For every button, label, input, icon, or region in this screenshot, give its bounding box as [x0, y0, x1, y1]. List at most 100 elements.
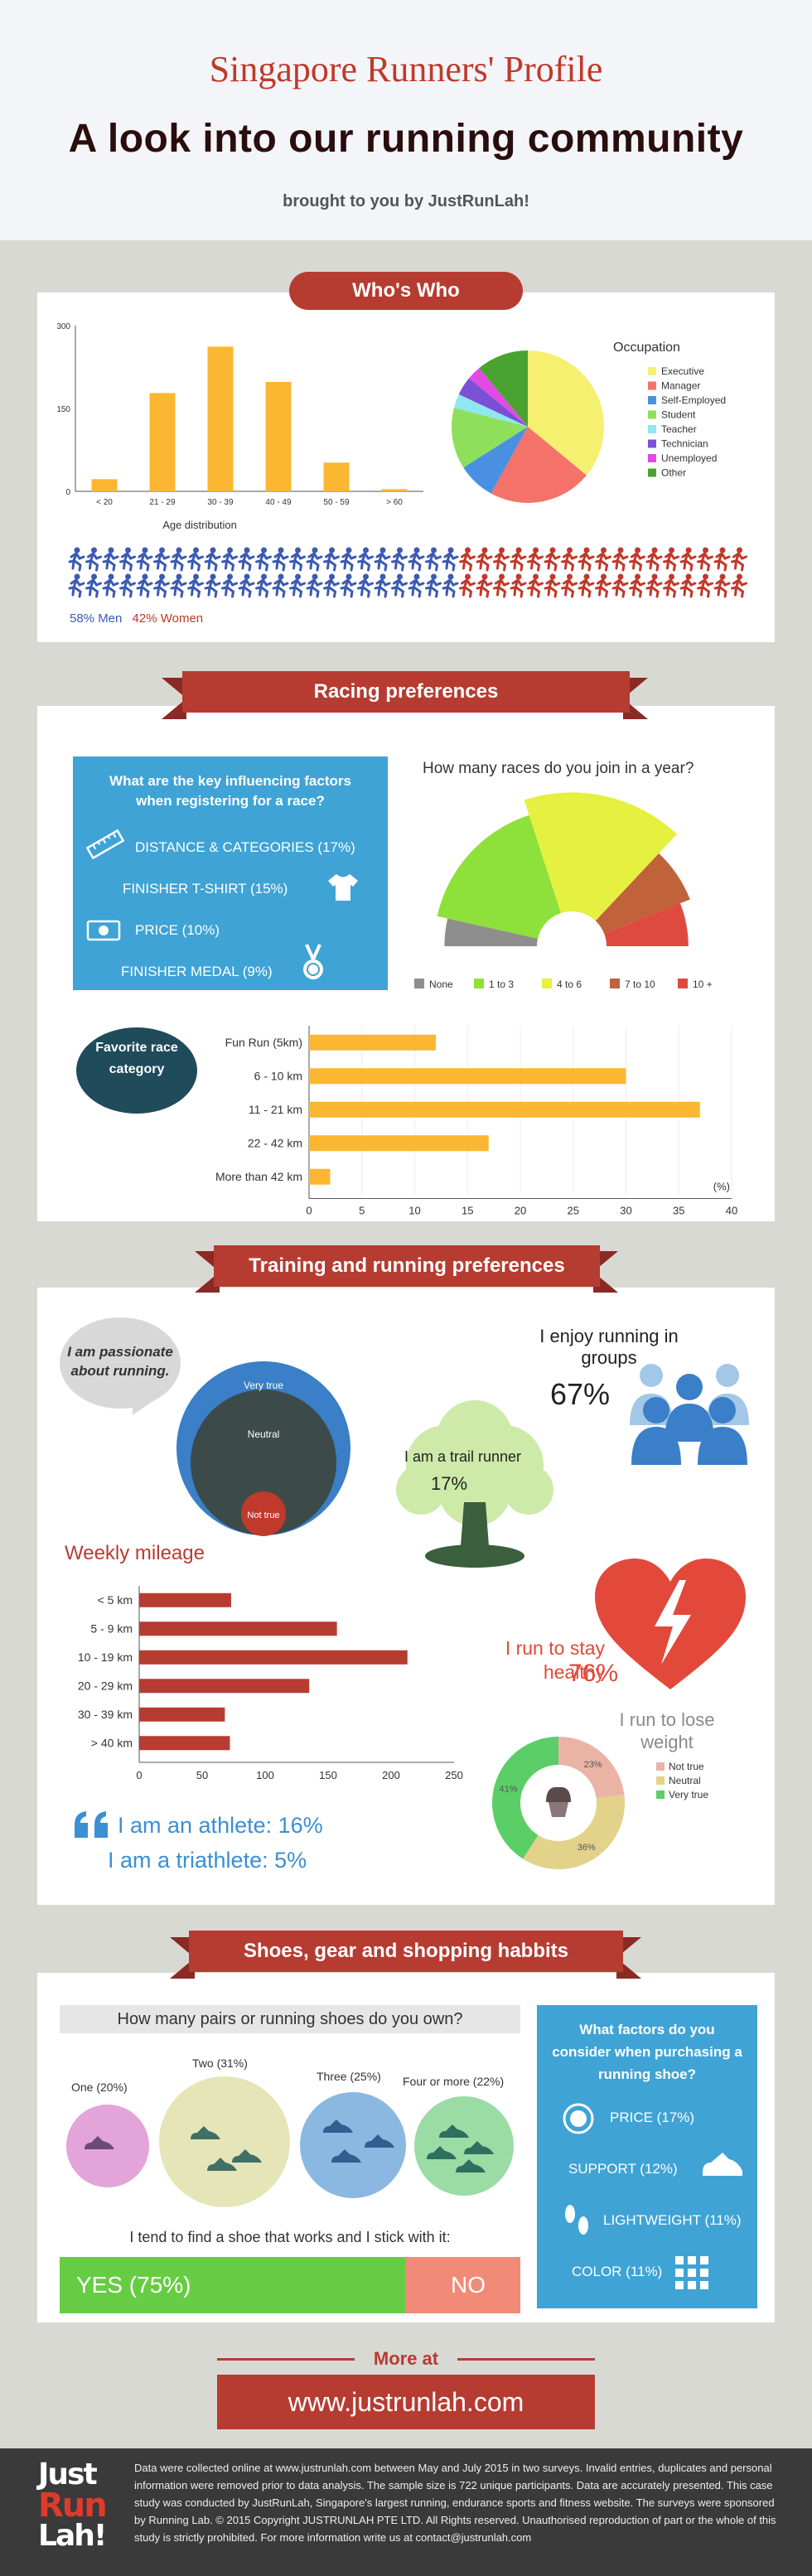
runner-head — [125, 547, 131, 553]
factors-box: What are the key influencing factors whe… — [73, 756, 388, 990]
runner-head — [176, 547, 182, 553]
stick-yes: YES (75%) — [76, 2272, 191, 2298]
shoe-icon — [232, 2149, 262, 2163]
legend-swatch — [648, 410, 656, 419]
runner-icon — [476, 547, 493, 572]
runner-icon — [374, 573, 391, 598]
runner-icon — [578, 547, 595, 572]
runner-icon — [425, 547, 442, 572]
races-slice — [524, 792, 678, 921]
runner-body — [459, 578, 476, 598]
section-title-racing: Racing preferences — [182, 671, 630, 713]
shoes-circle-two — [159, 2076, 290, 2207]
x-tick-label: 40 — [726, 1205, 737, 1217]
runner-icon — [493, 547, 510, 572]
occupation-slice — [463, 427, 528, 494]
runner-icon — [102, 573, 119, 598]
runner-body — [713, 552, 731, 572]
runner-icon — [493, 573, 510, 598]
runner-icon — [731, 547, 747, 572]
runner-icon — [255, 547, 272, 572]
favorite-bar — [309, 1101, 700, 1118]
legend-label: Neutral — [669, 1775, 701, 1786]
runner-head — [719, 573, 726, 580]
page-title: Singapore Runners' Profile — [209, 49, 603, 89]
purchase-item: LIGHTWEIGHT (11%) — [603, 2212, 742, 2228]
runner-body — [442, 552, 459, 572]
runner-head — [142, 547, 148, 553]
shoe-icon — [365, 2134, 394, 2148]
races-slice — [444, 918, 539, 946]
runner-icon — [527, 547, 544, 572]
runner-icon — [221, 547, 238, 572]
runner-head — [583, 547, 590, 553]
site-url-link[interactable]: www.justrunlah.com — [217, 2375, 595, 2429]
runner-icon — [170, 547, 187, 572]
runner-body — [476, 552, 493, 572]
runner-icon — [578, 573, 595, 598]
weight-data-label: 23% — [584, 1760, 602, 1770]
legend-swatch — [678, 979, 688, 988]
more-label: More at — [355, 2345, 457, 2373]
legend-label: Teacher — [661, 423, 697, 435]
runner-body — [306, 552, 323, 572]
runner-body — [238, 578, 255, 598]
stick-bar: YES (75%) NO — [60, 2257, 520, 2313]
legend-swatch — [610, 979, 620, 988]
legend-label: Manager — [661, 380, 700, 392]
occupation-slice — [528, 350, 604, 476]
justrunlah-logo: Just Run Lah! — [38, 2458, 108, 2553]
legend-swatch — [474, 979, 484, 988]
x-tick-label: 250 — [445, 1769, 463, 1781]
byline: brought to you by JustRunLah! — [283, 192, 529, 210]
runner-body — [645, 552, 663, 572]
legend-label: 7 to 10 — [625, 979, 655, 990]
mileage-bar — [139, 1592, 231, 1607]
dollar-icon — [563, 2103, 594, 2134]
age-bar — [265, 382, 292, 491]
y-tick-label: 300 — [56, 322, 70, 331]
runner-head — [295, 547, 301, 553]
runner-icon — [408, 573, 425, 598]
purchase-item: COLOR (11%) — [572, 2264, 663, 2279]
runner-icon — [153, 573, 170, 598]
runner-icon — [561, 547, 578, 572]
legend-label: 1 to 3 — [489, 979, 514, 990]
legend-label: Very true — [669, 1789, 708, 1800]
races-slice — [437, 814, 562, 939]
runner-head — [703, 573, 708, 580]
y-tick-label: 20 - 29 km — [78, 1679, 133, 1692]
runner-head — [515, 547, 522, 553]
occupation-slice — [479, 350, 528, 427]
runner-icon — [645, 573, 663, 598]
runner-icon — [408, 547, 425, 572]
passion-chart: Very true Neutral Not true — [176, 1361, 350, 1536]
age-bar — [149, 393, 176, 491]
shoe-icon — [191, 2126, 220, 2139]
runner-icon — [629, 547, 645, 572]
legend-swatch — [648, 439, 656, 448]
runner-icon — [119, 573, 136, 598]
legend-label: Student — [661, 409, 696, 421]
runner-head — [481, 547, 488, 553]
footprints-icon — [565, 2205, 588, 2235]
occupation-slice — [469, 368, 528, 427]
shoe-icons — [85, 2119, 494, 2172]
runner-icon — [221, 573, 238, 598]
runner-head — [617, 573, 624, 580]
runner-head — [465, 547, 471, 553]
shoe-icon — [464, 2141, 494, 2154]
legend-label: 4 to 6 — [557, 979, 582, 990]
runner-icon — [238, 547, 255, 572]
x-tick-label: < 20 — [96, 498, 113, 507]
runner-body — [272, 552, 289, 572]
runner-icon — [289, 573, 306, 598]
shoe-icon — [439, 2124, 469, 2138]
shoes-option: One (20%) — [71, 2081, 128, 2094]
runner-head — [481, 573, 488, 580]
runner-body — [340, 578, 357, 598]
y-tick-label: 0 — [65, 488, 70, 497]
men-share: 58% Men — [70, 611, 123, 626]
runner-body — [255, 578, 272, 598]
unit-label: (%) — [713, 1181, 730, 1193]
